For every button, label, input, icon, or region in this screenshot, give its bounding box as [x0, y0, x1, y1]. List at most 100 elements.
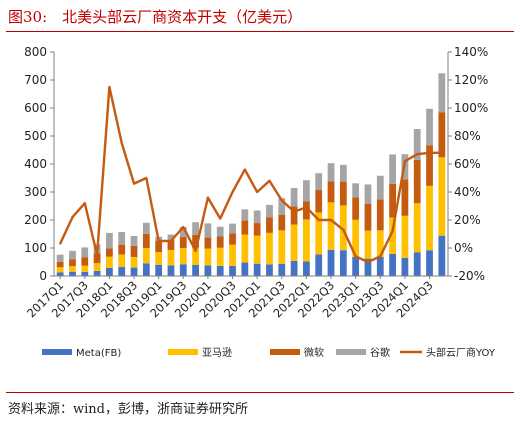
bar-0-7	[142, 263, 150, 276]
yoy-point-30	[428, 151, 431, 154]
yoy-point-6	[133, 182, 135, 185]
legend-swatch-2	[270, 349, 300, 355]
bar-1-0	[56, 267, 64, 273]
title-rule	[6, 31, 514, 32]
y-tick-label-6: 600	[24, 101, 47, 115]
legend-label-1: 亚马逊	[202, 347, 232, 359]
bar-0-15	[241, 262, 249, 276]
bar-0-25	[364, 258, 372, 276]
bar-2-28	[401, 179, 409, 216]
y2-tick-label-1: 0%	[454, 241, 473, 255]
yoy-point-9	[170, 240, 172, 242]
bar-3-9	[167, 234, 175, 241]
bar-3-21	[315, 173, 323, 191]
bar-1-14	[229, 244, 236, 266]
bar-0-14	[229, 265, 236, 276]
y2-tick-label-7: 120%	[454, 73, 488, 87]
bar-0-22	[327, 249, 335, 276]
bar-2-16	[253, 223, 261, 236]
bar-0-8	[155, 264, 163, 276]
yoy-point-25	[367, 261, 369, 263]
legend-label-0: Meta(FB)	[76, 348, 121, 359]
yoy-point-27	[391, 230, 394, 233]
yoy-point-0	[59, 242, 62, 245]
bar-2-26	[376, 199, 384, 231]
bar-3-4	[106, 232, 113, 249]
y-tick-label-7: 700	[24, 73, 47, 87]
bar-2-30	[426, 145, 433, 186]
bar-0-10	[179, 264, 187, 276]
bar-0-20	[303, 261, 310, 276]
bar-3-13	[216, 226, 224, 237]
bar-3-25	[364, 184, 372, 205]
yoy-point-10	[182, 226, 185, 228]
bar-0-2	[81, 271, 89, 276]
yoy-point-23	[342, 228, 345, 231]
bar-0-4	[106, 267, 113, 276]
y2-tick-label-3: 40%	[454, 185, 481, 199]
yoy-point-15	[243, 168, 246, 171]
bar-2-11	[192, 234, 199, 248]
y2-tick-label-8: 140%	[454, 45, 488, 59]
bar-0-16	[253, 263, 261, 276]
bar-3-14	[229, 223, 236, 234]
bar-1-12	[204, 248, 212, 266]
bar-2-9	[167, 240, 175, 250]
bar-2-14	[229, 233, 236, 245]
bar-1-3	[93, 263, 101, 271]
y2-tick-label-2: 20%	[454, 213, 481, 227]
bar-2-10	[179, 236, 187, 248]
bar-1-6	[130, 256, 138, 268]
bar-1-28	[401, 215, 409, 258]
bar-3-24	[352, 183, 360, 198]
bar-1-25	[364, 230, 372, 259]
bar-2-1	[69, 259, 76, 267]
bar-1-7	[142, 248, 150, 264]
bar-3-10	[179, 227, 187, 237]
bar-2-29	[413, 159, 421, 204]
bar-3-11	[192, 222, 199, 235]
y-tick-label-3: 300	[24, 185, 47, 199]
y-tick-label-0: 0	[39, 269, 47, 283]
bar-2-13	[216, 236, 224, 248]
bar-0-30	[426, 250, 433, 276]
yoy-point-28	[404, 160, 406, 163]
yoy-point-4	[108, 86, 111, 88]
bar-2-19	[290, 206, 298, 225]
bar-3-27	[389, 154, 396, 184]
yoy-point-11	[194, 249, 197, 252]
bar-0-27	[389, 253, 396, 276]
y-tick-label-1: 100	[24, 241, 47, 255]
bar-3-5	[118, 232, 126, 245]
yoy-line-group	[59, 85, 443, 264]
bar-3-7	[142, 222, 150, 234]
axes-group: 0 100 200 300 400 500 600 700 800 -20% 0% 20% 40% 60%…	[24, 45, 488, 320]
bar-3-2	[81, 247, 89, 258]
bar-1-23	[339, 205, 347, 251]
bar-0-13	[216, 265, 224, 276]
yoy-point-14	[231, 191, 234, 193]
yoy-point-8	[157, 240, 160, 242]
bar-2-3	[93, 253, 101, 264]
bar-2-8	[155, 241, 163, 253]
y-tick-label-4: 400	[24, 157, 47, 171]
bars-group	[56, 73, 446, 276]
legend-label-3: 谷歌	[370, 346, 390, 359]
bar-2-7	[142, 234, 150, 248]
bar-1-1	[69, 266, 76, 272]
yoy-point-17	[268, 179, 271, 182]
yoy-point-29	[416, 153, 419, 156]
bar-1-24	[352, 219, 360, 257]
bar-2-24	[352, 197, 360, 220]
bar-1-26	[376, 230, 384, 257]
bar-1-29	[413, 203, 421, 253]
bar-3-26	[376, 175, 384, 200]
bar-3-6	[130, 235, 138, 246]
y-tick-label-2: 200	[24, 213, 47, 227]
bar-0-3	[93, 270, 101, 276]
y2-tick-label-4: 60%	[454, 157, 481, 171]
bar-1-10	[179, 248, 187, 265]
bar-2-15	[241, 220, 249, 235]
source-note: 资料来源：wind，彭博，浙商证券研究所	[8, 402, 248, 417]
bar-0-28	[401, 257, 409, 276]
